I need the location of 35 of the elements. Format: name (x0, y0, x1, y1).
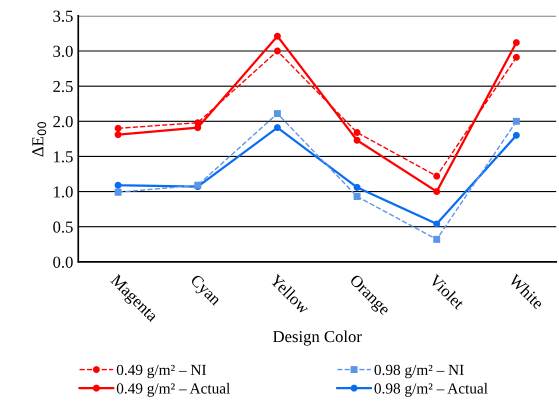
point (274, 48, 281, 54)
legend-label: 0.98 g/m² – NI (374, 364, 464, 378)
point (114, 131, 122, 138)
y-tick-label: 1.0 (54, 186, 73, 198)
point (114, 124, 122, 132)
y-tick-label: 3.0 (53, 46, 73, 58)
y-tick-label: 2.0 (53, 116, 73, 128)
point (512, 132, 520, 139)
point (512, 118, 520, 125)
y-tick-label: 2.5 (53, 80, 73, 92)
y-axis-title: ΔE$_{00}$ (32, 122, 46, 156)
legend-label: 0.98 g/m² – Actual (374, 382, 488, 397)
y-tick-label: 1.5 (54, 151, 73, 162)
point (194, 119, 202, 126)
point (354, 129, 361, 136)
point (114, 182, 122, 189)
y-tick-label: 0.5 (53, 221, 73, 233)
legend-label: 0.49 g/m² – NI (116, 364, 206, 378)
point (114, 188, 122, 196)
legend-label: 0.49 g/m² – Actual (116, 382, 230, 397)
point (433, 236, 440, 243)
point (354, 193, 361, 200)
point (274, 32, 281, 40)
point (433, 220, 440, 228)
point (512, 39, 520, 46)
point (512, 54, 520, 61)
point (433, 188, 440, 196)
x-axis-title: Design Color (273, 330, 362, 346)
y-tick-label: 3.5 (53, 10, 73, 22)
point (354, 136, 361, 144)
point (433, 172, 440, 180)
point (274, 124, 281, 132)
y-tick-label: 0.0 (53, 256, 73, 268)
point (274, 110, 281, 118)
point (354, 184, 361, 191)
